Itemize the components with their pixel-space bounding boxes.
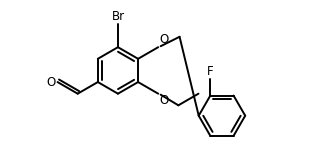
Text: O: O xyxy=(159,33,169,46)
Text: F: F xyxy=(207,65,214,78)
Text: Br: Br xyxy=(111,10,124,23)
Text: O: O xyxy=(159,94,169,107)
Text: O: O xyxy=(47,76,56,88)
